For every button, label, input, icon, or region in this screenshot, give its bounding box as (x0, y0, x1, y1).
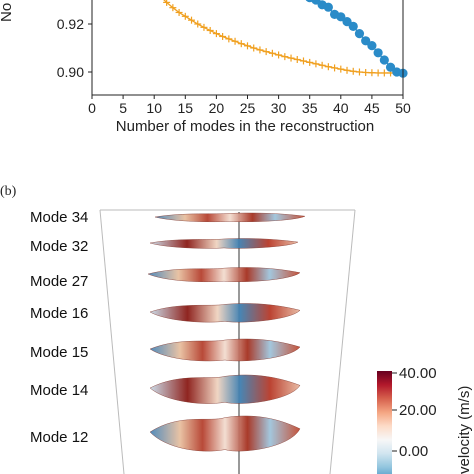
data-point (268, 49, 276, 57)
x-tick-label: 45 (364, 100, 380, 116)
panel-a-chart: 0 5 10 15 20 25 30 35 40 45 50 0.90 0.92 No Number o… (0, 0, 411, 135)
mode-label: Mode 12 (30, 429, 88, 446)
data-point (362, 68, 370, 76)
data-point (299, 57, 307, 65)
x-tick-label: 20 (209, 100, 225, 116)
mode-labels: Mode 34 Mode 32 Mode 27 Mode 16 Mode 15 Mode … (30, 209, 88, 446)
mode-surface (149, 415, 301, 452)
data-point (194, 20, 202, 28)
data-point (306, 58, 314, 66)
data-point (206, 26, 214, 34)
data-point (361, 36, 371, 46)
colorbar-bar (377, 371, 392, 474)
data-point (188, 16, 196, 24)
y-axis-label: No (0, 3, 15, 22)
data-point (287, 54, 295, 62)
data-point (368, 69, 376, 77)
x-tick-label: 40 (333, 100, 349, 116)
x-tick-label: 10 (146, 100, 162, 116)
data-point (212, 30, 220, 38)
mode-label: Mode 15 (30, 344, 88, 361)
x-axis-label: Number of modes in the reconstruction (116, 118, 374, 135)
colorbar: 40.00 20.00 0.00 velocity (m/s) (377, 365, 473, 474)
data-point (200, 23, 208, 31)
colorbar-tick-label-20: 20.00 (399, 402, 437, 419)
data-point (324, 63, 332, 71)
data-point (225, 35, 233, 43)
y-tick-label: 0.92 (57, 16, 84, 32)
mode-surface (149, 374, 301, 404)
data-point (275, 51, 283, 59)
mode-label: Mode 34 (30, 209, 88, 226)
data-point (348, 21, 358, 31)
data-point (342, 17, 352, 27)
data-point (237, 40, 245, 48)
data-point (379, 55, 389, 65)
data-point (367, 41, 377, 51)
x-tick-label: 30 (271, 100, 287, 116)
mode-surfaces (147, 212, 306, 452)
x-tick-label: 0 (88, 100, 96, 116)
colorbar-title: velocity (m/s) (456, 386, 473, 474)
data-point (318, 61, 326, 69)
data-point (373, 48, 383, 58)
data-point (163, 0, 171, 6)
data-point (219, 32, 227, 40)
x-tick-label: 50 (395, 100, 411, 116)
colorbar-tick-label-0: 0.00 (399, 443, 428, 460)
data-point (181, 12, 189, 20)
data-point (169, 4, 177, 12)
data-point (331, 64, 339, 72)
data-point (380, 69, 388, 77)
data-point (262, 48, 270, 56)
markers-group (163, 0, 408, 78)
data-point (355, 68, 363, 76)
mode-label: Mode 27 (30, 273, 88, 290)
box-edge-left (99, 209, 125, 474)
x-tick-label: 15 (178, 100, 194, 116)
mode-surface (149, 238, 299, 249)
x-tick-label: 25 (240, 100, 256, 116)
data-point (385, 62, 396, 72)
data-point (337, 65, 345, 73)
data-point (354, 28, 365, 39)
data-point (231, 37, 239, 45)
data-point (343, 66, 351, 74)
mode-surface (147, 267, 301, 282)
data-point (312, 60, 320, 68)
mode-label: Mode 32 (30, 238, 88, 255)
chart-axes: 0 5 10 15 20 25 30 35 40 45 50 0.90 0.92 (57, 0, 411, 116)
series-line-1 (314, 0, 404, 74)
data-point (244, 42, 251, 50)
mode-surface (149, 303, 301, 323)
data-point (336, 12, 346, 22)
data-point (256, 46, 264, 54)
data-point (293, 56, 301, 64)
mode-surface (149, 338, 301, 362)
mode-label: Mode 16 (30, 305, 88, 322)
mode-surface (154, 212, 306, 222)
panel-b-label: (b) (0, 184, 17, 199)
colorbar-tick-label-40: 40.00 (399, 365, 437, 382)
data-point (374, 69, 382, 77)
box-edge-right (329, 209, 356, 474)
x-tick-label: 5 (119, 100, 127, 116)
x-tick-label: 35 (302, 100, 318, 116)
data-point (349, 67, 357, 75)
mode-label: Mode 14 (30, 382, 88, 399)
data-point (250, 44, 258, 52)
data-point (323, 2, 333, 12)
y-tick-label: 0.90 (57, 64, 84, 80)
data-point (175, 8, 183, 16)
data-point (281, 53, 289, 61)
